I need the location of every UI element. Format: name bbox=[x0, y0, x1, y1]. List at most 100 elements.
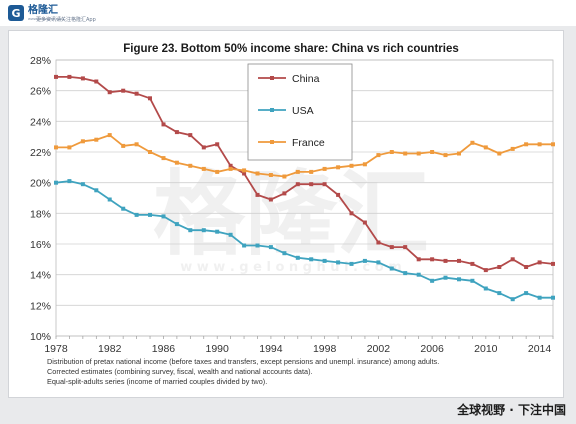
watermark-text: 格隆汇 bbox=[153, 161, 429, 268]
data-point-china bbox=[403, 245, 408, 250]
x-tick-label: 1998 bbox=[313, 343, 337, 355]
legend: China USA France bbox=[247, 63, 353, 161]
y-tick-label: 24% bbox=[30, 116, 51, 128]
x-tick-label: 1982 bbox=[98, 343, 122, 355]
x-tick-label: 1978 bbox=[44, 343, 68, 355]
data-point-usa bbox=[94, 188, 99, 193]
data-point-usa bbox=[389, 266, 394, 271]
data-point-france bbox=[80, 139, 85, 144]
data-point-china bbox=[510, 257, 515, 262]
data-point-france bbox=[510, 146, 515, 151]
line-chart: Figure 23. Bottom 50% income share: Chin… bbox=[30, 43, 555, 386]
data-point-china bbox=[457, 258, 461, 263]
series-france bbox=[54, 133, 555, 179]
data-point-france bbox=[134, 142, 139, 147]
y-tick-label: 16% bbox=[30, 239, 51, 251]
data-point-usa bbox=[134, 212, 139, 217]
data-point-china bbox=[80, 76, 85, 81]
data-point-china bbox=[121, 88, 126, 93]
data-point-usa bbox=[349, 261, 354, 266]
data-point-usa bbox=[268, 245, 273, 250]
data-point-france bbox=[161, 156, 166, 161]
data-point-usa bbox=[295, 255, 300, 260]
data-point-usa bbox=[416, 272, 421, 277]
data-point-usa bbox=[148, 212, 152, 217]
data-point-france bbox=[470, 140, 475, 145]
data-point-usa bbox=[107, 197, 112, 202]
data-point-china bbox=[497, 265, 502, 269]
data-point-usa bbox=[174, 222, 179, 227]
data-point-usa bbox=[322, 258, 327, 263]
data-point-france bbox=[174, 160, 179, 165]
x-tick-label: 1994 bbox=[259, 343, 283, 355]
data-point-usa bbox=[228, 232, 233, 237]
data-point-china bbox=[201, 145, 206, 150]
data-point-china bbox=[322, 182, 327, 187]
data-point-france bbox=[215, 169, 220, 174]
series-line-usa bbox=[55, 180, 553, 301]
x-tick-label: 1990 bbox=[206, 343, 230, 355]
legend-label-china: China bbox=[292, 73, 320, 85]
data-point-usa bbox=[242, 243, 247, 248]
legend-box bbox=[247, 63, 353, 161]
x-tick-label: 2006 bbox=[420, 343, 444, 355]
data-point-china bbox=[376, 240, 381, 245]
logo-name: 格隆汇 bbox=[28, 4, 58, 16]
data-point-france bbox=[403, 151, 408, 156]
y-tick-label: 18% bbox=[30, 208, 51, 220]
data-point-usa bbox=[201, 228, 206, 233]
data-point-france bbox=[483, 145, 488, 150]
data-point-china bbox=[443, 258, 448, 263]
note-line: Distribution of pretax national income (… bbox=[47, 357, 439, 366]
data-point-china bbox=[362, 220, 367, 225]
y-tick-label: 26% bbox=[30, 86, 51, 98]
series-group bbox=[54, 74, 555, 302]
data-point-china bbox=[228, 163, 233, 168]
logo-text: 格隆汇 www.gelonghui.com bbox=[28, 4, 64, 21]
data-point-usa bbox=[67, 179, 72, 184]
data-point-usa bbox=[309, 257, 314, 262]
data-point-china bbox=[255, 192, 260, 197]
data-point-france bbox=[282, 174, 287, 179]
logo[interactable]: G 格隆汇 www.gelonghui.com bbox=[8, 4, 64, 22]
data-point-china bbox=[336, 192, 341, 197]
data-point-france bbox=[94, 137, 99, 142]
data-point-china bbox=[134, 91, 139, 96]
legend-label-usa: USA bbox=[292, 105, 314, 117]
data-point-china bbox=[148, 96, 152, 101]
data-point-usa bbox=[376, 260, 381, 265]
data-point-china bbox=[483, 268, 488, 273]
legend-label-france: France bbox=[292, 137, 325, 149]
logo-slogan: 更多资讯请关注格隆汇App bbox=[36, 17, 96, 23]
data-point-usa bbox=[443, 275, 448, 280]
data-point-china bbox=[309, 182, 314, 187]
data-point-france bbox=[537, 142, 542, 147]
data-point-usa bbox=[188, 228, 193, 233]
x-tick-label: 1986 bbox=[152, 343, 176, 355]
data-point-france bbox=[228, 166, 233, 171]
data-point-france bbox=[148, 150, 152, 154]
note-line: Corrected estimates (combining survey, f… bbox=[47, 367, 313, 376]
data-point-china bbox=[537, 260, 542, 265]
x-tick-label: 2010 bbox=[474, 343, 498, 355]
logo-url: www.gelonghui.com bbox=[28, 15, 64, 21]
data-point-france bbox=[309, 169, 314, 174]
y-tick-label: 20% bbox=[30, 178, 51, 190]
data-point-china bbox=[174, 130, 179, 135]
data-point-france bbox=[349, 163, 354, 168]
y-tick-label: 12% bbox=[30, 300, 51, 312]
data-point-france bbox=[362, 162, 367, 167]
data-point-france bbox=[67, 145, 72, 150]
legend-marker-china bbox=[270, 76, 274, 80]
data-point-china bbox=[389, 245, 394, 250]
data-point-usa bbox=[215, 229, 220, 234]
chart-notes: Distribution of pretax national income (… bbox=[47, 357, 439, 386]
data-point-usa bbox=[362, 258, 367, 263]
watermark-url: w w w . g e l o n g h u i . c o m bbox=[180, 260, 402, 275]
data-point-usa bbox=[430, 278, 435, 283]
data-point-france bbox=[107, 133, 112, 138]
data-point-usa bbox=[255, 243, 260, 248]
footer-slogan: 全球视野 · 下注中国 bbox=[457, 403, 566, 417]
data-point-usa bbox=[54, 180, 58, 185]
data-point-usa bbox=[524, 291, 529, 296]
